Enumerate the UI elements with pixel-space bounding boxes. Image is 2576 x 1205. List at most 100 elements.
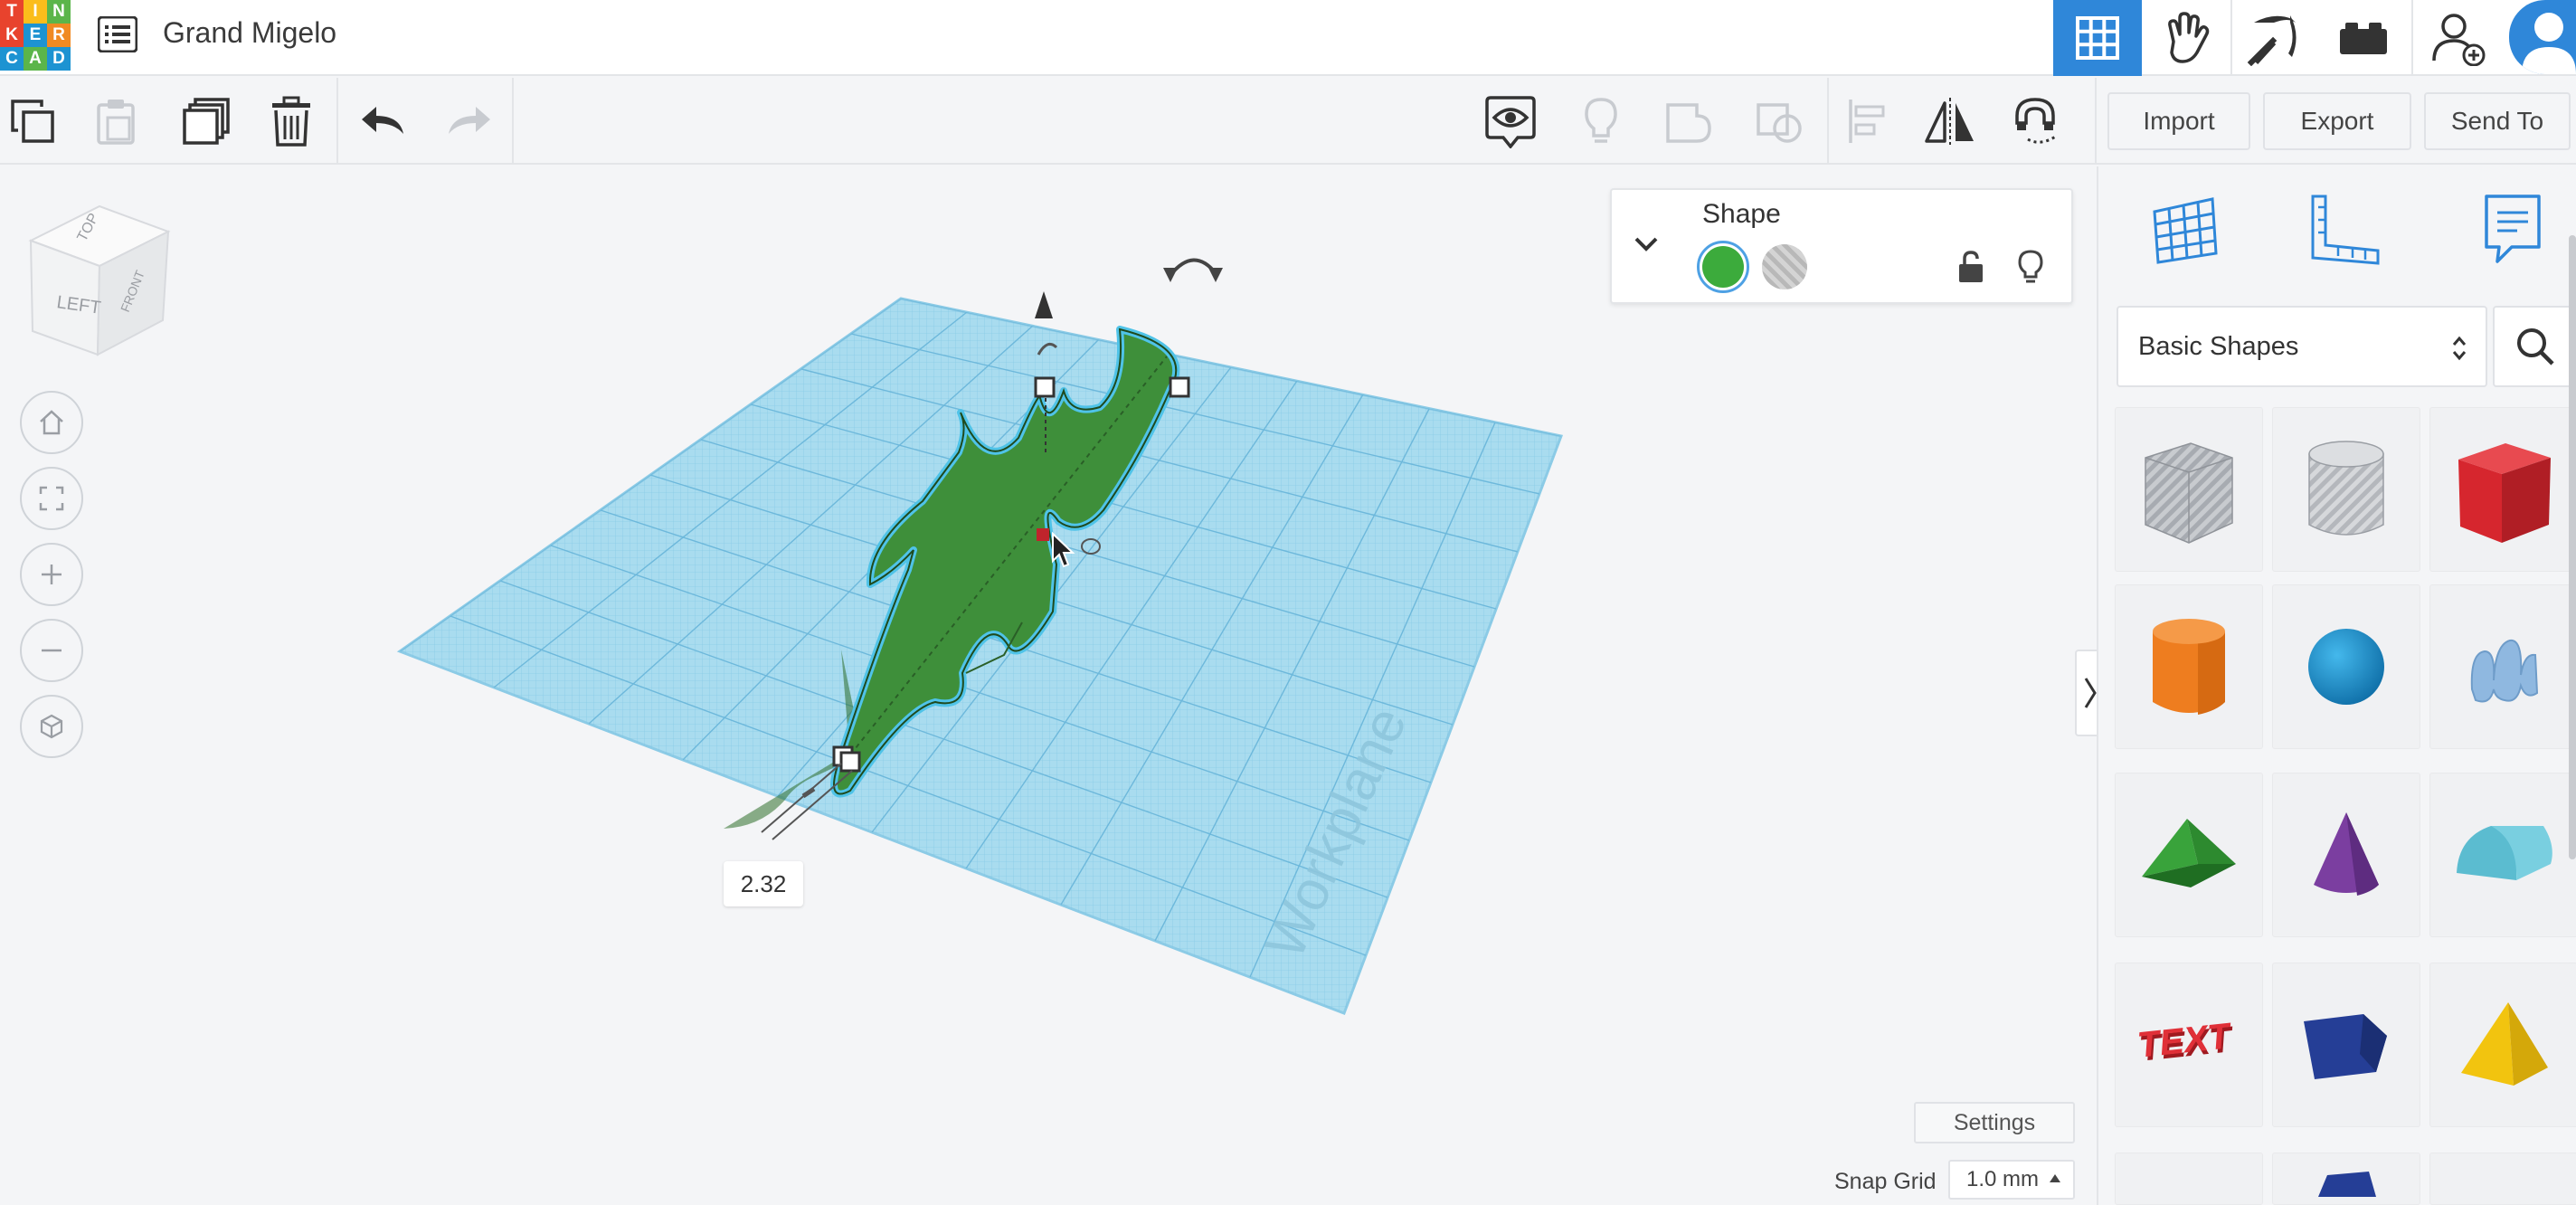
home-icon: [40, 410, 63, 435]
fit-view-button[interactable]: [20, 467, 83, 530]
export-button[interactable]: Export: [2263, 92, 2411, 150]
shape-tile-text[interactable]: TEXT TEXT: [2115, 963, 2263, 1127]
logo-letter: R: [47, 24, 71, 47]
snap-grid-select[interactable]: 1.0 mm: [1948, 1160, 2075, 1200]
notes-tool-button[interactable]: [2467, 185, 2558, 275]
partial-shape-icon: [2318, 1172, 2376, 1197]
3d-design-view-button[interactable]: [2053, 0, 2142, 76]
add-user-icon: [2432, 14, 2486, 66]
shape-tile-partial[interactable]: [2272, 1153, 2420, 1205]
lego-brick-button[interactable]: [2319, 0, 2408, 76]
send-to-button[interactable]: Send To: [2424, 92, 2571, 150]
mouse-cursor: [1052, 531, 1101, 568]
3d-viewport[interactable]: Workplane: [0, 166, 2095, 1205]
rotate-handle[interactable]: [1163, 258, 1223, 282]
updown-chevron-icon: [2452, 336, 2467, 361]
shape-tile-roof[interactable]: [2115, 773, 2263, 937]
lightbulb-icon: [1585, 98, 1617, 143]
ruler-tool-button[interactable]: [2299, 185, 2390, 275]
logo-letter: A: [24, 47, 47, 71]
shape-search-button[interactable]: [2493, 306, 2576, 387]
delete-button[interactable]: [264, 94, 318, 148]
roof-icon: [2142, 819, 2236, 887]
import-button[interactable]: Import: [2107, 92, 2250, 150]
snap-grid-label: Snap Grid: [1834, 1169, 1937, 1194]
view-cube[interactable]: TOP LEFT FRONT: [22, 199, 177, 362]
lock-button[interactable]: [1950, 244, 1992, 289]
note-bubble-icon: [2485, 195, 2541, 263]
magnet-icon: [2015, 98, 2058, 144]
workplane-tool-button[interactable]: [2140, 185, 2230, 275]
shapes-scrollbar[interactable]: [2569, 235, 2576, 859]
scene-canvas[interactable]: Workplane: [0, 166, 2095, 1205]
shape-tile-pyramid[interactable]: [2429, 963, 2576, 1127]
group-button[interactable]: [1662, 94, 1717, 148]
list-icon: [98, 16, 137, 52]
user-avatar[interactable]: [2509, 0, 2576, 74]
cylinder-hole-icon: [2308, 441, 2384, 536]
tinkercad-logo[interactable]: T I N K E R C A D: [0, 0, 71, 72]
design-title[interactable]: Grand Migelo: [163, 16, 337, 49]
zoom-out-button[interactable]: [20, 619, 83, 682]
clipboard-icon: [97, 100, 135, 145]
settings-button[interactable]: Settings: [1914, 1102, 2075, 1143]
shape-tile-scribble[interactable]: [2429, 584, 2576, 749]
grid-icon: [2076, 16, 2119, 60]
shape-tile-round-roof[interactable]: [2429, 773, 2576, 937]
color-swatch: [1702, 246, 1744, 288]
shape-tile-partial[interactable]: [2115, 1153, 2263, 1205]
ungroup-button[interactable]: [1753, 94, 1807, 148]
red-box-icon: [2458, 443, 2551, 543]
divider: [1827, 78, 1829, 165]
invite-collaborator-button[interactable]: [2413, 0, 2504, 76]
cube-icon: [40, 714, 63, 739]
zoom-in-button[interactable]: [20, 543, 83, 606]
divider: [336, 78, 338, 165]
shape-tile-sphere[interactable]: [2272, 584, 2420, 749]
codeblocks-button[interactable]: [2142, 0, 2230, 76]
height-handle[interactable]: [1035, 291, 1058, 452]
unlock-icon: [1959, 251, 1983, 282]
shape-tile-cylinder-hole[interactable]: [2272, 407, 2420, 572]
shape-tile-box-hole[interactable]: [2115, 407, 2263, 572]
shape-category-select[interactable]: Basic Shapes: [2117, 306, 2487, 387]
workplane[interactable]: Workplane: [362, 257, 1628, 1071]
hole-button[interactable]: [1762, 244, 1807, 289]
align-button[interactable]: [1840, 94, 1894, 148]
sphere-icon: [2308, 629, 2384, 705]
hand-icon: [2168, 12, 2210, 63]
resize-handle[interactable]: [839, 751, 861, 773]
orange-cylinder-icon: [2153, 619, 2225, 715]
center-handle[interactable]: [1037, 528, 1049, 541]
design-menu-button[interactable]: [94, 11, 141, 58]
divider: [2095, 78, 2097, 165]
dimension-input[interactable]: 2.32: [724, 861, 803, 906]
shape-category-value: Basic Shapes: [2138, 331, 2299, 361]
undo-button[interactable]: [356, 94, 411, 148]
resize-handle[interactable]: [1034, 376, 1056, 398]
duplicate-button[interactable]: [179, 94, 233, 148]
cruise-snap-button[interactable]: [2010, 94, 2064, 148]
shape-tile-box[interactable]: [2429, 407, 2576, 572]
solid-color-button[interactable]: [1697, 241, 1749, 293]
shape-tile-cone[interactable]: [2272, 773, 2420, 937]
perspective-button[interactable]: [20, 695, 83, 758]
show-all-button[interactable]: [1574, 94, 1628, 148]
shape-inspector: Shape: [1610, 188, 2073, 304]
shape-tile-polygon[interactable]: [2272, 963, 2420, 1127]
minecraft-export-button[interactable]: [2230, 0, 2319, 76]
shape-tile-partial[interactable]: [2429, 1153, 2576, 1205]
polygon-icon: [2304, 1014, 2387, 1079]
hide-shape-button[interactable]: [2010, 244, 2051, 289]
home-view-button[interactable]: [20, 391, 83, 454]
mirror-button[interactable]: [1923, 94, 1977, 148]
redo-button[interactable]: [441, 94, 496, 148]
notes-visibility-button[interactable]: [1483, 94, 1538, 148]
paste-button[interactable]: [89, 94, 143, 148]
minus-icon: [42, 649, 62, 652]
redo-icon: [449, 107, 490, 134]
collapse-inspector-button[interactable]: [1628, 226, 1664, 262]
shape-tile-cylinder[interactable]: [2115, 584, 2263, 749]
copy-button[interactable]: [5, 94, 60, 148]
resize-handle[interactable]: [1169, 376, 1190, 398]
